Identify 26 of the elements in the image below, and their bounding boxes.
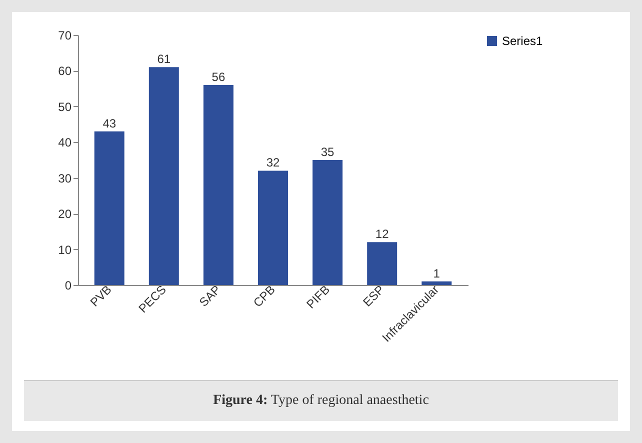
y-tick-label: 10	[58, 242, 72, 257]
y-tick-label: 70	[58, 28, 72, 42]
data-label: 35	[320, 145, 335, 159]
y-tick-label: 30	[58, 171, 72, 186]
legend-label: Series1	[502, 34, 544, 48]
bar	[367, 242, 398, 285]
y-tick-label: 0	[64, 278, 72, 292]
data-label: 1	[433, 266, 440, 280]
y-tick-label: 50	[58, 100, 72, 114]
bar	[258, 170, 288, 285]
bar	[148, 67, 179, 285]
bar	[203, 85, 234, 285]
x-tick-label: CPB	[250, 282, 278, 310]
data-label: 61	[157, 52, 171, 66]
bar	[94, 131, 124, 285]
y-tick-label: 60	[58, 64, 72, 78]
x-tick-label: SAP	[196, 282, 224, 310]
bar	[312, 160, 343, 285]
caption: Figure 4: Type of regional anaesthetic	[213, 393, 429, 409]
y-tick-label: 20	[58, 207, 72, 222]
data-label: 43	[102, 116, 116, 130]
data-label: 12	[375, 227, 390, 242]
y-tick-label: 40	[58, 136, 72, 150]
data-label: 32	[266, 156, 280, 170]
data-label: 56	[212, 70, 226, 84]
bar	[422, 281, 452, 285]
